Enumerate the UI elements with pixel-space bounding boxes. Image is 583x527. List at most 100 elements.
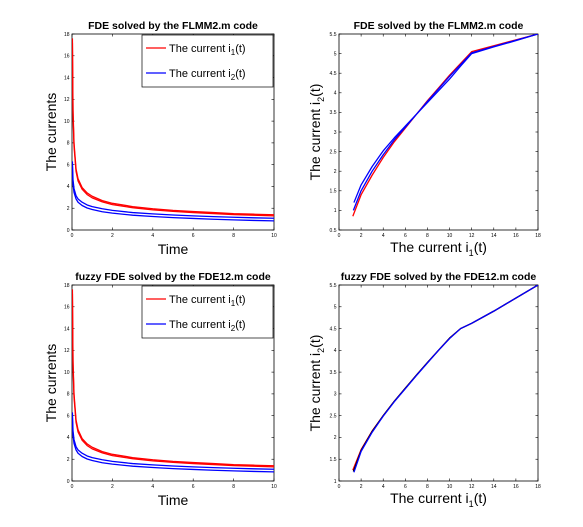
y-tick-label: 1: [334, 208, 337, 214]
x-axis-label: Time: [158, 241, 189, 257]
subplot-2: 0 2 4 6 8 10 12 14 16 18 0.5 1 1.5 2 2.5 3 3.5 4 4.5 5 5.5 FD…: [307, 20, 541, 258]
y-tick-label: 3: [334, 130, 337, 136]
y-tick-label: 16: [64, 54, 70, 60]
y-tick-label: 0: [67, 228, 70, 234]
x-tick-label: 18: [535, 233, 541, 239]
y-tick-label: 14: [64, 75, 70, 81]
y-tick-label: 3.5: [330, 110, 337, 116]
y-tick-label: 5: [334, 51, 337, 57]
y-tick-label: 0: [67, 479, 70, 485]
x-tick-label: 6: [404, 484, 407, 490]
y-tick-label: 6: [67, 162, 70, 168]
x-tick-label: 4: [382, 233, 385, 239]
x-tick-label: 8: [426, 484, 429, 490]
y-tick-label: 12: [64, 348, 70, 354]
series-line-2: [353, 34, 538, 203]
x-tick-label: 8: [232, 484, 235, 490]
x-tick-label: 4: [151, 484, 154, 490]
y-axis-label: The currents: [43, 344, 59, 423]
y-tick-label: 4.5: [330, 326, 337, 332]
subplot-1: 0 2 4 6 8 10 0 2 4 6 8 10 12 14 16 18 FDE solved by the …: [43, 20, 277, 257]
series-line-3: [72, 161, 274, 219]
x-tick-label: 10: [447, 484, 453, 490]
y-tick-label: 4: [334, 348, 337, 354]
y-tick-label: 3: [334, 392, 337, 398]
y-tick-label: 3.5: [330, 370, 337, 376]
series-line-2: [72, 293, 274, 468]
axes-box: [338, 33, 539, 231]
legend-label: The current i1(t): [169, 43, 246, 57]
y-tick-label: 5: [334, 305, 337, 311]
y-tick-label: 2: [334, 169, 337, 175]
y-tick-label: 1.5: [330, 189, 337, 195]
axes-box: [71, 33, 275, 231]
y-tick-label: 2: [67, 206, 70, 212]
y-tick-label: 2.5: [330, 149, 337, 155]
x-tick-label: 0: [338, 484, 341, 490]
chart-title: fuzzy FDE solved by the FDE12.m code: [75, 271, 271, 283]
x-tick-label: 12: [469, 233, 475, 239]
x-tick-label: 8: [232, 233, 235, 239]
x-axis-label: The current i1(t): [390, 239, 487, 258]
y-tick-label: 14: [64, 326, 70, 332]
series-line-4: [72, 166, 274, 222]
y-tick-label: 8: [67, 392, 70, 398]
x-tick-label: 10: [271, 233, 277, 239]
y-tick-label: 4: [67, 435, 70, 441]
chart-title: FDE solved by the FLMM2.m code: [354, 20, 524, 32]
x-tick-label: 0: [338, 233, 341, 239]
y-tick-label: 4: [334, 91, 337, 97]
x-axis-label: The current i1(t): [390, 490, 487, 509]
series-group: [72, 38, 274, 222]
x-tick-label: 2: [360, 233, 363, 239]
y-tick-label: 4.5: [330, 71, 337, 77]
x-tick-label: 2: [360, 484, 363, 490]
y-tick-label: 6: [67, 413, 70, 419]
axes-box: [338, 284, 539, 482]
x-tick-label: 6: [192, 233, 195, 239]
x-tick-label: 12: [469, 484, 475, 490]
series-line-3: [353, 285, 538, 473]
x-tick-label: 6: [192, 484, 195, 490]
y-tick-label: 2: [67, 457, 70, 463]
x-tick-label: 0: [71, 484, 74, 490]
legend-label: The current i1(t): [169, 294, 246, 308]
y-tick-label: 0.5: [330, 228, 337, 234]
x-tick-label: 4: [151, 233, 154, 239]
series-line-1: [352, 285, 538, 471]
series-line-1: [352, 34, 538, 217]
y-tick-label: 18: [64, 283, 70, 289]
y-axis-label: The current i2(t): [307, 84, 326, 181]
y-tick-label: 2: [334, 435, 337, 441]
y-axis-label: The current i2(t): [307, 335, 326, 432]
legend-label: The current i2(t): [169, 319, 246, 333]
x-tick-label: 14: [491, 233, 497, 239]
y-tick-label: 10: [64, 119, 70, 125]
y-tick-label: 12: [64, 97, 70, 103]
subplot-4: 0 2 4 6 8 10 12 14 16 18 1 1.5 2 2.5 3 3.5 4 4.5 5 5.5 fuzzy…: [307, 271, 541, 509]
x-tick-label: 18: [535, 484, 541, 490]
legend-box: [141, 285, 274, 339]
x-tick-label: 2: [111, 233, 114, 239]
y-tick-label: 8: [67, 141, 70, 147]
x-tick-label: 10: [447, 233, 453, 239]
legend-label: The current i2(t): [169, 68, 246, 82]
x-tick-label: 14: [491, 484, 497, 490]
x-tick-label: 2: [111, 484, 114, 490]
chart-title: fuzzy FDE solved by the FDE12.m code: [341, 271, 537, 283]
series-line-3: [72, 412, 274, 470]
subplot-3: 0 2 4 6 8 10 0 2 4 6 8 10 12 14 16 18 fuzzy FDE solved b…: [43, 271, 277, 508]
y-axis-label: The currents: [43, 93, 59, 172]
x-tick-label: 8: [426, 233, 429, 239]
x-tick-label: 16: [513, 484, 519, 490]
x-tick-label: 10: [271, 484, 277, 490]
y-tick-label: 5.5: [330, 32, 337, 38]
y-tick-label: 2.5: [330, 413, 337, 419]
series-group: [352, 285, 538, 473]
y-tick-label: 5.5: [330, 283, 337, 289]
y-tick-label: 16: [64, 305, 70, 311]
series-group: [352, 34, 538, 217]
legend-box: [141, 34, 274, 88]
x-tick-label: 0: [71, 233, 74, 239]
